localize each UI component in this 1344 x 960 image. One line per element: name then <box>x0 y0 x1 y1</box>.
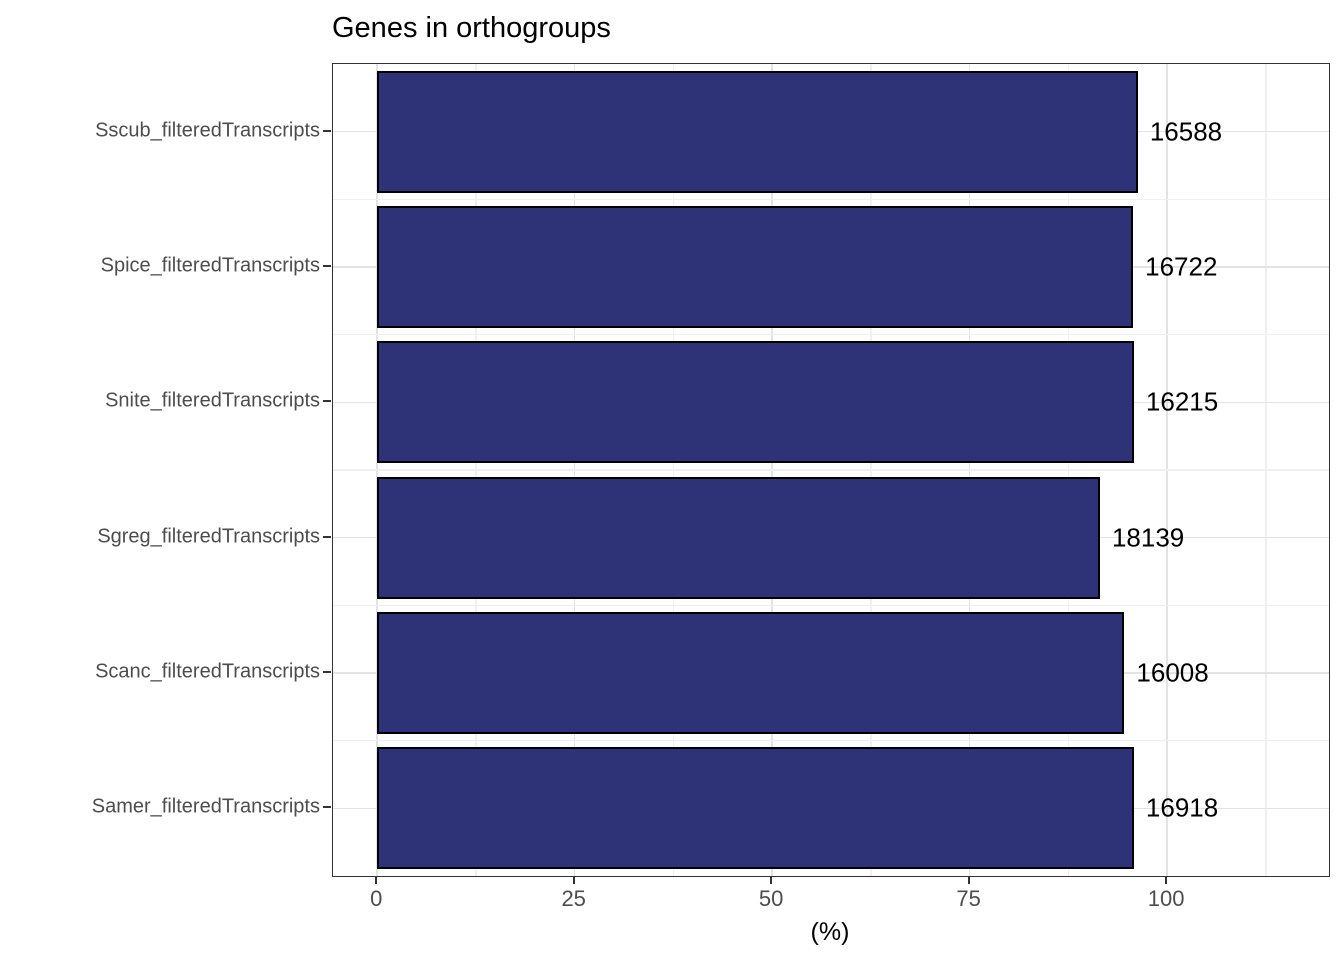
x-axis-tick <box>1165 876 1168 884</box>
y-axis-tick <box>323 671 331 673</box>
x-axis-tick <box>375 876 378 884</box>
y-axis-label: Sgreg_filteredTranscripts <box>97 525 320 548</box>
x-tick-label: 50 <box>758 886 784 911</box>
bar <box>377 612 1125 734</box>
y-axis-label: Samer_filteredTranscripts <box>91 795 320 818</box>
bar <box>377 476 1100 599</box>
bar-value-label: 16215 <box>1145 386 1219 417</box>
x-tick-label: 0 <box>370 886 383 911</box>
x-axis-title: (%) <box>810 918 850 946</box>
bar <box>377 70 1138 193</box>
y-axis-label: Scanc_filteredTranscripts <box>95 660 320 683</box>
y-axis-tick <box>323 400 331 403</box>
y-axis-label: Sscub_filteredTranscripts <box>95 119 320 142</box>
x-tick-label: 100 <box>1147 886 1185 911</box>
y-axis-label: Spice_filteredTranscripts <box>100 254 320 277</box>
y-minor-gridline <box>333 198 1329 201</box>
bar-value-label: 16588 <box>1149 116 1223 147</box>
bar-value-label: 16008 <box>1136 657 1209 688</box>
y-axis-tick <box>323 129 331 132</box>
y-axis-tick <box>323 265 331 267</box>
x-axis-tick <box>572 876 575 884</box>
y-axis-tick <box>323 535 331 538</box>
y-axis-tick <box>323 806 331 809</box>
y-minor-gridline <box>333 333 1329 336</box>
plot-panel: 16588 16722 16215 18139 16008 16918 <box>332 63 1330 877</box>
y-minor-gridline <box>333 739 1329 742</box>
bar-value-label: 18139 <box>1111 522 1185 553</box>
chart-title: Genes in orthogroups <box>332 12 611 44</box>
y-axis-label: Snite_filteredTranscripts <box>105 389 320 412</box>
bar <box>377 206 1134 328</box>
bar <box>377 747 1134 870</box>
x-axis-tick <box>967 876 970 884</box>
bar <box>377 341 1134 464</box>
x-axis-tick <box>770 876 773 884</box>
y-minor-gridline <box>333 604 1329 607</box>
y-minor-gridline <box>333 469 1329 471</box>
x-tick-label: 25 <box>561 886 586 911</box>
bar-value-label: 16722 <box>1145 251 1218 282</box>
bar-value-label: 16918 <box>1145 792 1219 823</box>
x-tick-label: 75 <box>956 886 981 911</box>
